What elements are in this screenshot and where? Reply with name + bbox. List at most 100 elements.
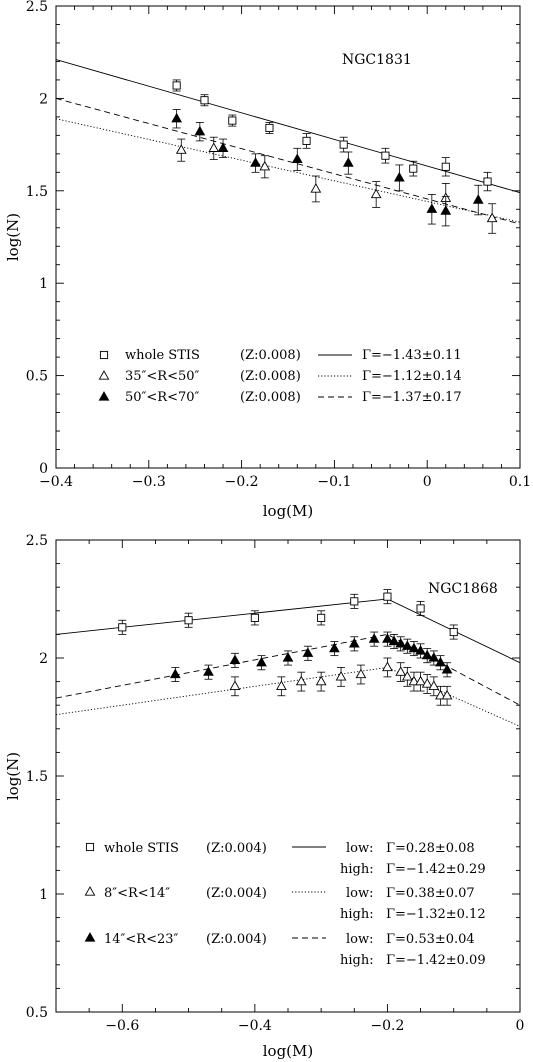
- panel-title-ngc1868: NGC1868: [428, 581, 498, 597]
- x-axis-label-2: log(M): [263, 1042, 314, 1060]
- legend-z-1b: (Z:0.008): [240, 369, 301, 384]
- data-point-triangle-filled: [282, 652, 294, 662]
- legend-high-gamma-b: Γ=−1.32±0.12: [386, 907, 486, 922]
- data-point-triangle-filled: [393, 171, 405, 182]
- data-point-square: [317, 613, 326, 622]
- x-tick-label: 0.1: [509, 474, 531, 490]
- y-tick-label: 2.5: [26, 533, 48, 549]
- panel-title-ngc1831: NGC1831: [342, 52, 412, 68]
- axes-ngc1831: −0.4 −0.3 −0.2 −0.1 0 0.1 0 0.5 1 1.5 2 2.5: [26, 0, 531, 490]
- data-point-triangle-open: [401, 670, 413, 681]
- x-tick-label: 0: [516, 1018, 525, 1034]
- data-point-triangle-open: [486, 212, 498, 223]
- data-point-square: [302, 136, 311, 145]
- legend-high-word-a: high:: [340, 862, 374, 877]
- x-tick-label: −0.3: [132, 474, 166, 490]
- legend-z-2c: (Z:0.004): [206, 932, 267, 947]
- data-point-square: [383, 592, 392, 601]
- data-point-triangle-open: [335, 670, 347, 681]
- data-point-square: [441, 162, 450, 171]
- data-point-square: [350, 597, 359, 606]
- legend-marker-triangle-filled: [84, 932, 96, 942]
- data-point-triangle-filled: [401, 640, 413, 650]
- data-point-triangle-filled: [472, 194, 484, 204]
- fit-line-dashed: [56, 97, 520, 225]
- data-point-triangle-filled: [368, 633, 380, 643]
- legend-high-word-c: high:: [340, 953, 374, 968]
- y-tick-label: 1.5: [26, 184, 48, 200]
- legend-marker-triangle-open: [84, 886, 96, 896]
- data-point-triangle-filled: [440, 205, 452, 215]
- data-point-triangle-filled: [428, 652, 440, 662]
- legend-label-50-70: 50″<R<70″: [125, 390, 200, 405]
- data-point-triangle-open: [175, 144, 187, 154]
- data-point-triangle-filled: [171, 112, 183, 123]
- data-point-square: [339, 140, 348, 149]
- data-point-triangle-filled: [194, 125, 206, 136]
- y-tick-label: 1: [39, 276, 48, 292]
- data-point-triangle-open: [428, 680, 440, 690]
- data-point-square: [172, 81, 181, 90]
- data-point-triangle-open: [355, 668, 367, 679]
- data-point-triangle-filled: [217, 142, 229, 152]
- fit-line-dotted: [56, 118, 520, 223]
- panel-ngc1868: −0.6 −0.4 −0.2 00.511.522.5 NGC1868 log(M) …: [4, 533, 524, 1060]
- legend-high-gamma-a: Γ=−1.42±0.29: [386, 862, 486, 877]
- legend-low-word-b: low:: [346, 886, 374, 901]
- y-axis-label-1: log(N): [4, 213, 22, 261]
- data-point-triangle-filled: [408, 642, 420, 653]
- legend-marker-square: [85, 842, 95, 852]
- legend-gamma-1c: Γ=−1.37±0.17: [362, 390, 462, 405]
- data-point-triangle-open: [441, 689, 453, 700]
- y-tick-label: 0: [39, 461, 48, 477]
- data-point-triangle-filled: [421, 649, 433, 660]
- x-tick-label: 0: [423, 474, 432, 490]
- x-tick-label: −0.4: [238, 1018, 272, 1034]
- panel-ngc1831: −0.4 −0.3 −0.2 −0.1 0 0.1 0 0.5 1 1.5 2 2.5 NGC1831…: [4, 0, 531, 520]
- legend-label-8-14: 8″<R<14″: [104, 886, 170, 901]
- x-tick-label: −0.2: [225, 474, 259, 490]
- data-point-triangle-open: [408, 675, 420, 686]
- data-point-triangle-open: [295, 675, 307, 686]
- data-point-triangle-filled: [426, 203, 438, 213]
- y-tick-label: 0.5: [26, 1005, 48, 1021]
- y-tick-label: 2: [39, 91, 48, 107]
- fit-line-dashed: [56, 633, 520, 706]
- data-point-triangle-filled: [250, 157, 261, 167]
- data-point-triangle-open: [310, 183, 322, 193]
- data-point-triangle-filled: [348, 637, 360, 648]
- x-tick-label: −0.4: [39, 474, 73, 490]
- legend-marker-triangle-open: [98, 370, 110, 380]
- legend-low-word-c: low:: [346, 932, 374, 947]
- legend-high-gamma-c: Γ=−1.42±0.09: [386, 953, 486, 968]
- data-point-square: [118, 623, 127, 632]
- data-point-square: [250, 613, 259, 622]
- legend-label-14-23: 14″<R<23″: [104, 932, 179, 947]
- y-tick-label: 1: [39, 887, 48, 903]
- data-point-square: [416, 604, 425, 613]
- data-point-triangle-open: [208, 142, 220, 152]
- data-point-triangle-open: [370, 188, 382, 199]
- y-axis-label-2: log(N): [4, 752, 22, 800]
- data-point-triangle-open: [435, 689, 446, 700]
- legend-low-gamma-b: Γ=0.38±0.07: [386, 886, 475, 901]
- data-point-triangle-filled: [435, 656, 446, 667]
- data-point-triangle-open: [229, 680, 241, 690]
- data-point-square: [228, 116, 237, 125]
- data-point-triangle-open: [415, 675, 426, 686]
- y-tick-label: 2: [39, 651, 48, 667]
- x-tick-label: −0.6: [105, 1018, 139, 1034]
- legend-low-gamma-a: Γ=0.28±0.08: [386, 841, 475, 856]
- legend-z-1a: (Z:0.008): [240, 348, 301, 363]
- legend-z-2b: (Z:0.004): [206, 886, 267, 901]
- data-point-triangle-open: [421, 678, 433, 688]
- legend-gamma-1b: Γ=−1.12±0.14: [362, 369, 462, 384]
- data-point-triangle-filled: [395, 637, 407, 648]
- data-point-triangle-filled: [169, 668, 181, 679]
- legend-marker-square: [99, 350, 109, 360]
- data-point-triangle-filled: [229, 654, 241, 665]
- data-point-square: [200, 96, 209, 105]
- data-point-square: [483, 177, 492, 186]
- data-point-square: [184, 616, 193, 625]
